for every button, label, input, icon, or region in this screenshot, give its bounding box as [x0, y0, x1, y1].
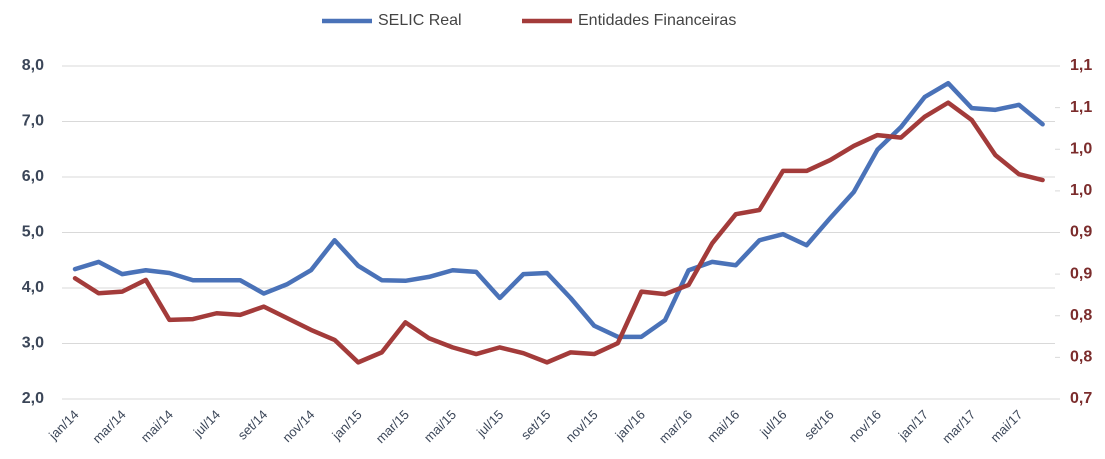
y-tick-label: 3,0 [22, 335, 44, 352]
x-tick-label: jul/14 [190, 407, 223, 440]
x-tick-label: set/15 [518, 407, 554, 443]
legend-label: Entidades Financeiras [578, 12, 736, 29]
y2-tick-label: 0,8 [1070, 307, 1092, 324]
legend-label: SELIC Real [378, 12, 462, 29]
x-tick-label: mai/16 [704, 407, 742, 445]
x-tick-label: mai/15 [421, 407, 459, 445]
x-tick-label: jan/16 [612, 407, 648, 443]
y-tick-label: 8,0 [22, 57, 44, 74]
x-tick-label: mai/17 [987, 407, 1025, 445]
series-line [72, 100, 1045, 365]
x-tick-label: nov/15 [563, 407, 601, 445]
x-tick-label: mar/16 [656, 407, 695, 446]
x-tick-label: jul/15 [473, 407, 506, 440]
x-tick-label: set/16 [801, 407, 837, 443]
y2-tick-label: 0,9 [1070, 224, 1092, 241]
x-tick-label: mar/15 [373, 407, 412, 446]
y-tick-label: 5,0 [22, 224, 44, 241]
y2-tick-label: 1,1 [1070, 57, 1092, 74]
y2-tick-label: 1,0 [1070, 182, 1092, 199]
y2-tick-label: 0,7 [1070, 390, 1092, 407]
x-tick-label: jan/15 [328, 407, 364, 443]
x-tick-label: jan/17 [895, 407, 931, 443]
x-tick-label: mai/14 [138, 407, 176, 445]
y-tick-label: 2,0 [22, 390, 44, 407]
x-tick-label: nov/14 [279, 407, 317, 445]
y-tick-label: 7,0 [22, 113, 44, 130]
y2-tick-label: 0,8 [1070, 349, 1092, 366]
x-tick-label: nov/16 [846, 407, 884, 445]
x-tick-label: jul/16 [756, 407, 789, 440]
y2-tick-label: 0,9 [1070, 265, 1092, 282]
x-tick-label: set/14 [235, 407, 271, 443]
x-tick-label: mar/17 [939, 407, 978, 446]
x-tick-label: mar/14 [90, 407, 129, 446]
y-tick-label: 4,0 [22, 279, 44, 296]
y2-tick-label: 1,0 [1070, 140, 1092, 157]
y2-tick-label: 1,1 [1070, 99, 1092, 116]
y-tick-label: 6,0 [22, 168, 44, 185]
x-tick-label: jan/14 [45, 407, 81, 443]
series-line [72, 80, 1045, 340]
